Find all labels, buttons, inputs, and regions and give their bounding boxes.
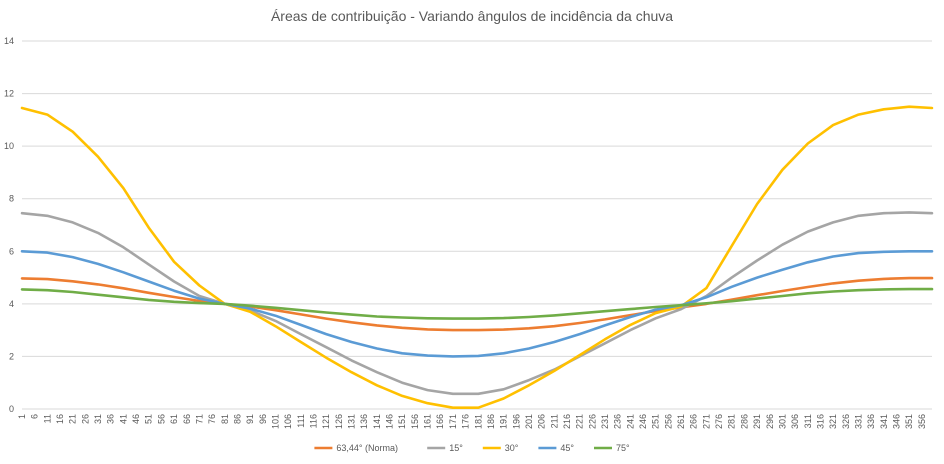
x-tick-label: 251	[651, 414, 661, 429]
x-tick-label: 211	[549, 414, 559, 428]
x-tick-label: 36	[106, 414, 116, 424]
x-tick-label: 61	[169, 414, 179, 424]
x-tick-label: 151	[397, 414, 407, 429]
x-tick-label: 11	[42, 414, 52, 423]
x-tick-label: 261	[676, 414, 686, 429]
x-tick-label: 281	[727, 414, 737, 429]
series-line	[20, 276, 934, 332]
x-tick-label: 316	[815, 414, 825, 429]
legend-label: 45°	[560, 443, 574, 453]
y-tick-label: 2	[9, 351, 14, 361]
x-tick-label: 131	[347, 414, 357, 429]
x-tick-label: 121	[321, 414, 331, 429]
x-tick-label: 41	[118, 414, 128, 424]
x-tick-label: 296	[765, 414, 775, 429]
x-tick-label: 286	[739, 414, 749, 429]
x-tick-label: 56	[156, 414, 166, 424]
x-tick-label: 31	[93, 414, 103, 424]
series-line	[20, 211, 934, 396]
x-tick-label: 126	[334, 414, 344, 429]
x-tick-label: 96	[258, 414, 268, 424]
grid-layer	[22, 40, 932, 410]
x-tick-label: 236	[613, 414, 623, 429]
x-tick-label: 266	[689, 414, 699, 429]
x-tick-label: 191	[499, 414, 509, 429]
series-line	[20, 105, 934, 410]
legend: 63,44° (Norma) 15° 30° 45° 75°	[314, 443, 630, 453]
x-tick-label: 26	[80, 414, 90, 424]
x-tick-label: 16	[55, 414, 65, 424]
x-tick-label: 161	[423, 414, 433, 429]
x-axis-ticks: 1 6 11 16 21 26 31 36 41 46 51 56 61 66 71 76 81 86 91 96 10…	[17, 414, 927, 429]
x-tick-label: 171	[448, 414, 458, 429]
y-tick-label: 6	[9, 246, 14, 256]
x-tick-label: 246	[638, 414, 648, 429]
y-tick-label: 14	[4, 36, 14, 46]
y-tick-label: 0	[9, 404, 14, 414]
x-tick-label: 326	[841, 414, 851, 429]
x-tick-label: 141	[372, 414, 382, 429]
legend-label: 30°	[505, 443, 519, 453]
x-tick-label: 346	[892, 414, 902, 429]
legend-label: 15°	[449, 443, 463, 453]
x-tick-label: 271	[701, 414, 711, 429]
x-tick-label: 1	[17, 414, 27, 419]
y-tick-label: 8	[9, 194, 14, 204]
y-tick-label: 10	[4, 141, 14, 151]
x-tick-label: 91	[245, 414, 255, 424]
x-tick-label: 186	[486, 414, 496, 429]
x-tick-label: 351	[904, 414, 914, 429]
x-tick-label: 81	[220, 414, 230, 424]
x-tick-label: 321	[828, 414, 838, 429]
series-line	[20, 250, 934, 358]
series-line	[20, 287, 934, 320]
chart-title: Áreas de contribuição - Variando ângulos…	[270, 8, 674, 24]
x-tick-label: 311	[803, 414, 813, 428]
x-tick-label: 6	[30, 414, 40, 419]
x-tick-label: 51	[144, 414, 154, 424]
x-tick-label: 306	[790, 414, 800, 429]
x-tick-label: 356	[917, 414, 927, 429]
x-tick-label: 46	[131, 414, 141, 424]
x-tick-label: 21	[68, 414, 78, 424]
x-tick-label: 196	[511, 414, 521, 429]
x-tick-label: 256	[663, 414, 673, 429]
y-axis-ticks: 0 2 4 6 8 10 12 14	[4, 36, 14, 414]
legend-label: 63,44° (Norma)	[336, 443, 398, 453]
x-tick-label: 111	[296, 414, 306, 428]
x-tick-label: 166	[435, 414, 445, 429]
x-tick-label: 341	[879, 414, 889, 429]
x-tick-label: 241	[625, 414, 635, 429]
y-tick-label: 4	[9, 299, 14, 309]
x-tick-label: 136	[359, 414, 369, 429]
x-tick-label: 71	[194, 414, 204, 424]
x-tick-label: 301	[777, 414, 787, 429]
x-tick-label: 336	[866, 414, 876, 429]
x-tick-label: 106	[283, 414, 293, 429]
x-tick-label: 146	[385, 414, 395, 429]
x-tick-label: 201	[524, 414, 534, 429]
legend-label: 75°	[616, 443, 630, 453]
x-tick-label: 206	[537, 414, 547, 429]
x-tick-label: 276	[714, 414, 724, 429]
x-tick-label: 231	[600, 414, 610, 429]
x-tick-label: 226	[587, 414, 597, 429]
x-tick-label: 221	[575, 414, 585, 429]
x-tick-label: 216	[562, 414, 572, 429]
x-tick-label: 181	[473, 414, 483, 429]
x-tick-label: 176	[461, 414, 471, 429]
x-tick-label: 66	[182, 414, 192, 424]
x-tick-label: 86	[232, 414, 242, 424]
x-tick-label: 116	[309, 414, 319, 428]
x-tick-label: 101	[270, 414, 280, 429]
series-layer	[20, 105, 934, 410]
x-tick-label: 291	[752, 414, 762, 429]
x-tick-label: 76	[207, 414, 217, 424]
x-tick-label: 331	[853, 414, 863, 429]
x-tick-label: 156	[410, 414, 420, 429]
y-tick-label: 12	[4, 89, 14, 99]
